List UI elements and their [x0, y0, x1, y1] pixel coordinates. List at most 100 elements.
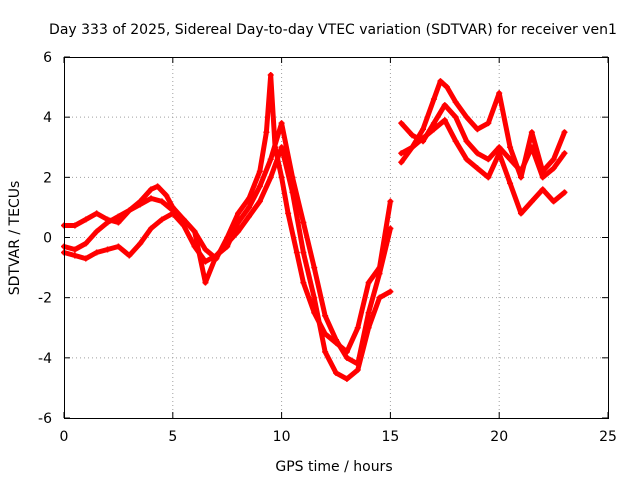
y-tick-label: -2 — [38, 291, 52, 307]
data-point — [267, 72, 274, 79]
data-point — [343, 354, 350, 361]
series-1 — [61, 72, 394, 355]
x-tick-label: 10 — [273, 429, 291, 445]
data-point — [528, 129, 535, 136]
data-point — [474, 126, 481, 133]
data-point — [387, 225, 394, 232]
data-point — [409, 132, 416, 139]
data-point — [256, 168, 263, 175]
data-point — [300, 249, 307, 256]
data-point — [126, 252, 133, 259]
x-tick-label: 0 — [60, 429, 69, 445]
data-point — [343, 375, 350, 382]
data-point — [285, 210, 292, 217]
data-point — [115, 243, 122, 250]
data-point — [256, 198, 263, 205]
series-3 — [61, 144, 394, 382]
data-point — [387, 288, 394, 295]
data-point — [485, 120, 492, 127]
data-point — [452, 114, 459, 121]
data-point — [169, 210, 176, 217]
data-point — [474, 150, 481, 157]
data-point — [398, 159, 405, 166]
data-point — [224, 240, 231, 247]
data-point — [420, 126, 427, 133]
data-point — [235, 210, 242, 217]
data-point — [245, 213, 252, 220]
data-point — [148, 186, 155, 193]
data-point — [137, 201, 144, 208]
data-point — [398, 150, 405, 157]
data-point — [82, 216, 89, 223]
data-point — [148, 225, 155, 232]
x-tick-label: 25 — [599, 429, 617, 445]
data-point — [517, 174, 524, 181]
data-point — [263, 129, 270, 136]
data-point — [376, 270, 383, 277]
data-point — [289, 189, 296, 196]
data-point — [311, 264, 318, 271]
data-point — [474, 165, 481, 172]
series-line — [61, 72, 393, 355]
data-point — [256, 183, 263, 190]
data-point — [148, 195, 155, 202]
y-tick-label: 4 — [43, 110, 52, 126]
y-axis-label: SDTVAR / TECUs — [7, 181, 23, 296]
data-point — [333, 336, 339, 343]
data-point — [430, 120, 437, 127]
data-point — [365, 309, 372, 316]
data-point — [163, 192, 170, 199]
series-group — [61, 72, 568, 382]
data-point — [550, 156, 557, 163]
y-tick-label: 6 — [43, 50, 52, 66]
y-tick-label: -4 — [38, 351, 52, 367]
data-point — [126, 207, 133, 214]
data-point — [463, 156, 470, 163]
data-point — [202, 279, 209, 286]
x-axis-label: GPS time / hours — [275, 459, 392, 475]
y-tick-label: 0 — [43, 231, 52, 247]
data-point — [354, 366, 361, 373]
data-point — [507, 144, 514, 151]
data-point — [235, 228, 242, 235]
data-point — [550, 198, 557, 205]
data-point — [539, 186, 546, 193]
x-tick-label: 5 — [168, 429, 177, 445]
data-point — [437, 78, 444, 85]
data-point — [158, 198, 165, 205]
series-6 — [398, 117, 568, 217]
data-point — [235, 219, 242, 226]
x-tick-labels: 0 5 10 15 20 25 — [60, 429, 617, 445]
data-point — [452, 99, 459, 106]
data-point — [278, 174, 285, 181]
data-point — [202, 258, 209, 265]
data-point — [137, 240, 144, 247]
data-point — [550, 165, 557, 172]
data-point — [71, 246, 78, 253]
data-point — [278, 120, 285, 127]
data-point — [507, 156, 514, 163]
data-point — [115, 213, 122, 220]
data-point — [496, 144, 503, 151]
data-point — [71, 222, 78, 229]
data-point — [293, 249, 300, 256]
data-point — [311, 294, 318, 301]
series-5 — [398, 102, 568, 181]
data-point — [430, 96, 437, 103]
data-point — [278, 144, 285, 151]
data-point — [443, 84, 450, 91]
data-point — [441, 102, 448, 109]
y-tick-label: 2 — [43, 170, 52, 186]
data-point — [528, 198, 535, 205]
data-point — [441, 117, 448, 124]
data-point — [93, 249, 100, 256]
data-point — [420, 135, 427, 142]
data-point — [267, 174, 274, 181]
data-point — [485, 174, 492, 181]
data-point — [463, 138, 470, 145]
data-point — [561, 129, 568, 136]
plot-frame — [64, 57, 609, 419]
data-point — [496, 150, 503, 157]
data-point — [452, 138, 459, 145]
data-point — [398, 120, 405, 127]
